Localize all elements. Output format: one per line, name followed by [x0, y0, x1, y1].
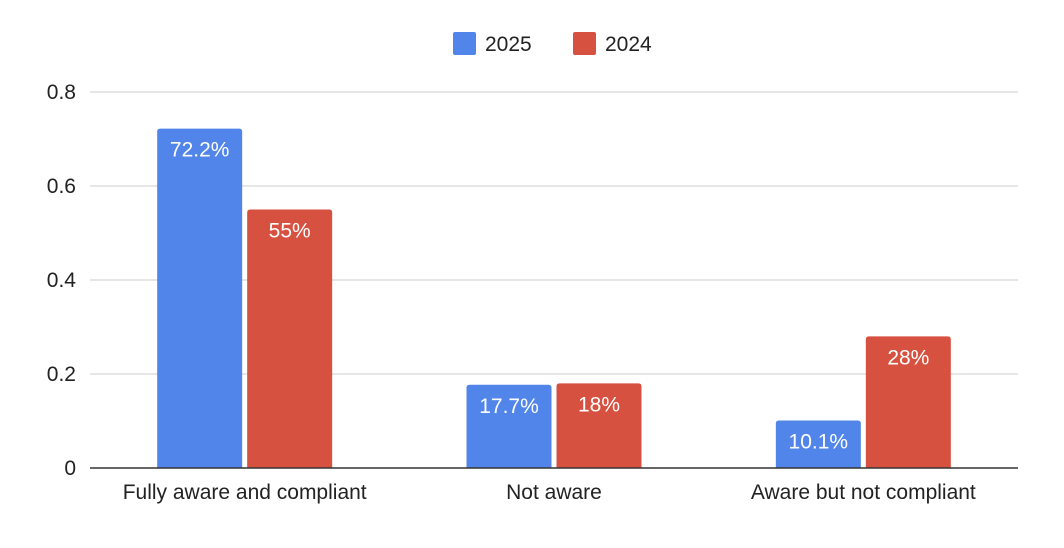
data-label: 28%	[887, 346, 929, 369]
y-tick-label: 0.8	[47, 81, 76, 104]
gridlines	[90, 91, 1018, 375]
data-label: 18%	[578, 393, 620, 416]
data-label: 17.7%	[479, 395, 539, 418]
y-axis: 0 0.2 0.4 0.6 0.8	[47, 81, 77, 480]
y-tick-label: 0.4	[47, 269, 77, 292]
bar-2025-0	[157, 128, 243, 468]
x-axis: Fully aware and compliant Not aware Aware …	[90, 467, 1018, 504]
y-tick-label: 0.2	[47, 363, 76, 386]
bar-2024-1	[556, 383, 642, 468]
data-label: 72.2%	[170, 139, 230, 162]
bar-2024-2	[865, 336, 951, 468]
x-tick-label: Not aware	[506, 481, 602, 504]
data-labels: 72.2% 55% 17.7% 18% 10.1% 28%	[170, 139, 929, 454]
data-label: 10.1%	[789, 431, 849, 454]
x-tick-label: Fully aware and compliant	[123, 481, 367, 504]
bar-2024-0	[247, 209, 333, 468]
bar-2025-2	[775, 420, 861, 468]
legend-swatch-2025	[453, 32, 476, 55]
legend-label: 2024	[605, 33, 652, 56]
data-label: 55%	[269, 220, 311, 243]
bars	[157, 128, 951, 468]
x-tick-label: Aware but not compliant	[751, 481, 976, 504]
legend: 2025 2024	[453, 32, 652, 56]
y-tick-label: 0	[64, 457, 76, 480]
legend-swatch-2024	[573, 32, 596, 55]
bar-2025-1	[466, 384, 552, 468]
legend-label: 2025	[485, 33, 532, 56]
y-tick-label: 0.6	[47, 175, 76, 198]
